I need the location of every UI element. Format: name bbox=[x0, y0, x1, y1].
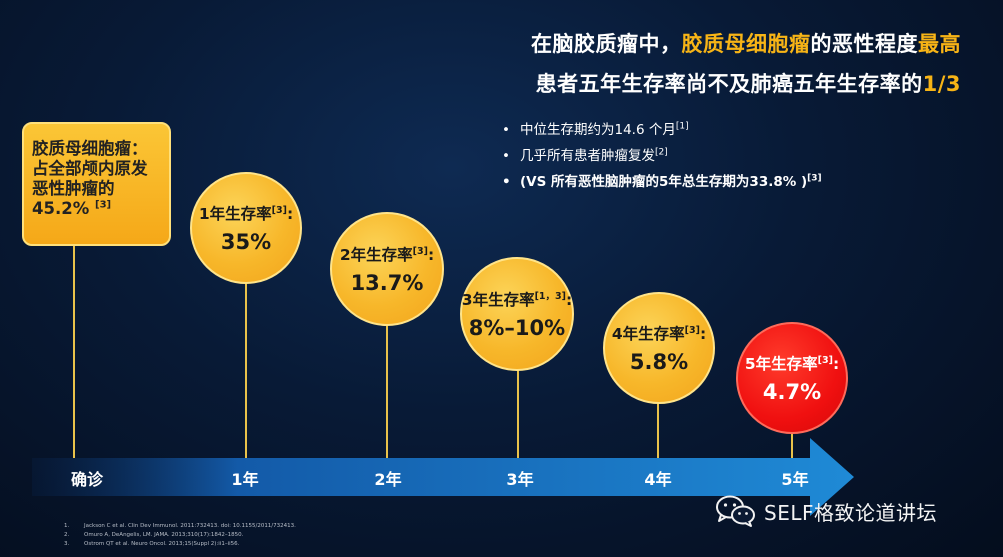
bullet-text: (VS 所有恶性脑肿瘤的5年总生存期为33.8% ) bbox=[520, 174, 808, 190]
reference-item: 2. Omuro A, DeAngelis, LM. JAMA. 2013;310… bbox=[64, 531, 296, 540]
survival-circle-3yr: 3年生存率[1，3]: 8%–10% bbox=[460, 257, 574, 371]
circle-label-text: 5年生存率 bbox=[744, 355, 818, 373]
bullet-list: 中位生存期约为14.6 个月[1] 几乎所有患者肿瘤复发[2] (VS 所有恶性… bbox=[500, 117, 822, 195]
title-highlight: 最高 bbox=[918, 32, 961, 56]
reference-text: Jackson C et al. Clin Dev Immunol. 2011:… bbox=[84, 523, 296, 529]
references: 1. Jackson C et al. Clin Dev Immunol. 201… bbox=[64, 522, 296, 549]
circle-ref: [3] bbox=[271, 204, 287, 216]
reference-text: Omuro A, DeAngelis, LM. JAMA. 2013;310(1… bbox=[84, 532, 244, 538]
box-text: 恶性肿瘤的 bbox=[32, 179, 115, 198]
bullet-item: 几乎所有患者肿瘤复发[2] bbox=[500, 143, 822, 169]
timeline-label: 5年 bbox=[781, 470, 809, 489]
circle-suffix: : bbox=[566, 291, 573, 309]
wechat-icon bbox=[716, 495, 755, 527]
circle-label-text: 4年生存率 bbox=[611, 325, 685, 343]
circle-suffix: : bbox=[286, 205, 294, 223]
timeline-label: 确诊 bbox=[70, 470, 104, 489]
bullet-item: 中位生存期约为14.6 个月[1] bbox=[500, 117, 822, 143]
timeline-stem bbox=[245, 280, 247, 458]
reference-number: 2. bbox=[64, 532, 70, 538]
title-highlight: 胶质母细胞瘤 bbox=[681, 32, 811, 56]
watermark-logo: SELF格致论道讲坛 bbox=[714, 494, 937, 528]
bullet-item: (VS 所有恶性脑肿瘤的5年总生存期为33.8% )[3] bbox=[500, 169, 822, 195]
reference-item: 1. Jackson C et al. Clin Dev Immunol. 201… bbox=[64, 522, 296, 531]
bullet-ref: [3] bbox=[807, 173, 822, 184]
box-text: 胶质母细胞瘤： bbox=[32, 139, 148, 158]
circle-ref: [3] bbox=[817, 354, 833, 366]
reference-item: 3. Ostrom QT et al. Neuro Oncol. 2013;15(… bbox=[64, 540, 296, 549]
bullet-ref: [2] bbox=[655, 147, 668, 158]
title-text: 患者五年生存率尚不及肺癌五年生存率的 bbox=[535, 72, 923, 96]
circle-value: 8%–10% bbox=[468, 316, 566, 340]
circle-ref: [3] bbox=[412, 245, 428, 257]
reference-number: 1. bbox=[64, 523, 70, 529]
reference-number: 3. bbox=[64, 541, 70, 547]
survival-circle-5yr: 5年生存率[3]: 4.7% bbox=[736, 322, 848, 434]
reference-text: Ostrom QT et al. Neuro Oncol. 2013;15(Su… bbox=[84, 541, 240, 547]
circle-value: 13.7% bbox=[350, 271, 424, 295]
timeline-stem bbox=[791, 428, 793, 458]
title-highlight: 1/3 bbox=[922, 72, 961, 96]
timeline-label: 2年 bbox=[374, 470, 402, 489]
circle-label: 1年生存率[3]: bbox=[199, 202, 293, 224]
circle-label: 4年生存率[3]: bbox=[612, 322, 706, 344]
circle-ref: [1，3] bbox=[534, 290, 566, 302]
circle-ref: [3] bbox=[684, 324, 700, 336]
survival-circle-2yr: 2年生存率[3]: 13.7% bbox=[330, 212, 444, 326]
logo-text: SELF格致论道讲坛 bbox=[764, 500, 937, 525]
bullet-ref: [1] bbox=[675, 121, 689, 132]
circle-label-text: 3年生存率 bbox=[461, 291, 535, 309]
circle-value: 4.7% bbox=[762, 380, 822, 404]
circle-label: 3年生存率[1，3]: bbox=[462, 288, 572, 310]
timeline-label: 4年 bbox=[644, 470, 672, 489]
circle-suffix: : bbox=[427, 246, 435, 264]
circle-suffix: : bbox=[699, 325, 707, 343]
circle-label-text: 1年生存率 bbox=[198, 205, 272, 223]
title-line-2: 患者五年生存率尚不及肺癌五年生存率的1/3 bbox=[536, 68, 961, 98]
timeline-label: 3年 bbox=[506, 470, 534, 489]
circle-value: 5.8% bbox=[629, 350, 689, 374]
timeline-stem bbox=[73, 246, 75, 458]
timeline-label: 1年 bbox=[231, 470, 259, 489]
circle-label: 5年生存率[3]: bbox=[745, 352, 839, 374]
box-value: 45.2% [3] bbox=[32, 199, 161, 219]
title-text: 的恶性程度 bbox=[810, 32, 918, 56]
timeline-stem bbox=[657, 398, 659, 458]
box-value-text: 45.2% bbox=[32, 199, 95, 218]
glioblastoma-box: 胶质母细胞瘤： 占全部颅内原发 恶性肿瘤的 45.2% [3] bbox=[22, 122, 171, 246]
circle-value: 35% bbox=[220, 230, 272, 254]
title-text: 在脑胶质瘤中， bbox=[531, 32, 682, 56]
survival-circle-1yr: 1年生存率[3]: 35% bbox=[190, 172, 302, 284]
circle-suffix: : bbox=[832, 355, 840, 373]
timeline-arrow bbox=[32, 438, 854, 516]
box-text: 占全部颅内原发 bbox=[32, 159, 148, 178]
bullet-text: 几乎所有患者肿瘤复发 bbox=[520, 148, 655, 164]
timeline-stem bbox=[386, 320, 388, 458]
survival-circle-4yr: 4年生存率[3]: 5.8% bbox=[603, 292, 715, 404]
circle-label: 2年生存率[3]: bbox=[340, 243, 434, 265]
circle-label-text: 2年生存率 bbox=[339, 246, 413, 264]
box-ref: [3] bbox=[95, 199, 112, 211]
bullet-text: 中位生存期约为14.6 个月 bbox=[520, 122, 676, 138]
title-line-1: 在脑胶质瘤中，胶质母细胞瘤的恶性程度最高 bbox=[531, 28, 961, 58]
timeline-stem bbox=[517, 365, 519, 458]
